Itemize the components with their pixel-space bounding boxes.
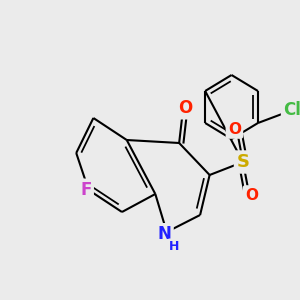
Text: O: O <box>228 122 241 136</box>
Text: Cl: Cl <box>283 101 300 119</box>
Text: O: O <box>178 99 192 117</box>
Text: F: F <box>80 181 92 199</box>
Text: H: H <box>169 239 180 253</box>
Text: N: N <box>158 225 172 243</box>
Text: O: O <box>245 188 258 202</box>
Text: S: S <box>236 153 250 171</box>
